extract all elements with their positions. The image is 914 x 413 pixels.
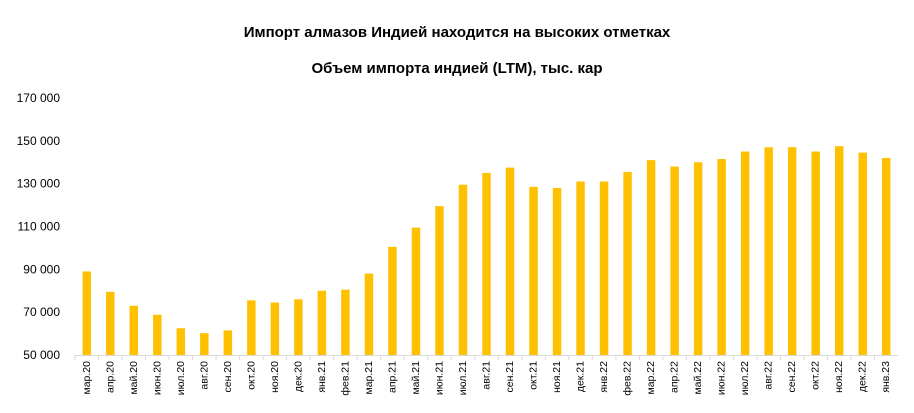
x-tick-label: июл.21	[457, 361, 469, 395]
bar	[411, 227, 421, 355]
bar	[294, 299, 303, 355]
x-tick-label: мар.20	[81, 361, 93, 395]
x-tick-label: мар.22	[645, 361, 657, 395]
bar	[552, 187, 562, 355]
bar	[341, 289, 350, 355]
bar	[576, 181, 585, 355]
chart-title: Импорт алмазов Индией находится на высок…	[243, 24, 671, 41]
bar	[82, 271, 91, 355]
y-tick-label: 70 000	[23, 305, 60, 319]
bar	[317, 290, 327, 355]
bar	[435, 206, 444, 355]
x-tick-label: авг.22	[763, 361, 775, 390]
bar	[599, 181, 609, 355]
bar	[623, 171, 632, 355]
x-tick-label: янв.22	[598, 361, 610, 393]
x-tick-label: мар.21	[363, 361, 375, 395]
x-tick-label: июл.20	[175, 361, 187, 395]
x-tick-label: ноя.21	[551, 361, 563, 393]
bar	[670, 166, 679, 355]
x-tick-label: окт.20	[245, 361, 257, 390]
x-tick-label: ноя.20	[269, 361, 281, 393]
x-tick-label: май.22	[692, 361, 704, 395]
bar	[834, 146, 844, 355]
bar	[505, 167, 515, 355]
x-tick-label: ноя.22	[833, 361, 845, 393]
x-tick-label: июн.22	[716, 361, 728, 395]
bar	[364, 273, 374, 355]
y-tick-label: 90 000	[23, 262, 60, 276]
y-tick-label: 170 000	[17, 91, 61, 105]
chart-subtitle: Объем импорта индией (LTM), тыс. кар	[311, 60, 603, 77]
x-tick-label: дек.20	[292, 361, 304, 392]
bar	[106, 291, 115, 355]
y-axis: 50 000 70 000 90 000 110 000 130 000 150 000 1…	[17, 91, 61, 362]
bar	[247, 300, 256, 355]
bar	[693, 162, 703, 355]
x-tick-label: авг.20	[198, 361, 210, 390]
bar	[811, 151, 820, 355]
x-tick-label: окт.22	[810, 361, 822, 390]
x-tick-label: янв.21	[316, 361, 328, 393]
bar	[764, 147, 773, 355]
y-tick-label: 110 000	[18, 220, 61, 234]
x-tick-label: окт.21	[528, 361, 540, 390]
x-tick-label: сен.20	[222, 361, 234, 393]
x-tick-label: июл.22	[739, 361, 751, 395]
bar	[740, 151, 750, 355]
x-tick-label: июн.21	[433, 361, 445, 395]
x-tick-label: дек.22	[857, 361, 869, 392]
x-tick-label: сен.22	[786, 361, 798, 393]
bar	[153, 314, 162, 355]
x-tick-label: сен.21	[504, 361, 516, 393]
x-tick-label: янв.23	[880, 361, 892, 393]
x-tick-label: фев.21	[339, 361, 351, 396]
bar	[882, 157, 891, 355]
bar	[717, 159, 726, 355]
y-tick-label: 150 000	[17, 134, 61, 148]
x-tick-label: апр.21	[386, 361, 398, 393]
x-tick-label: авг.21	[481, 361, 493, 390]
x-tick-label: апр.20	[104, 361, 116, 393]
bars	[82, 146, 891, 355]
x-axis: мар.20 апр.20 май.20 июн.20 июл.20 авг.20 сен.…	[74, 355, 892, 396]
bar	[858, 152, 867, 355]
x-tick-label: май.20	[128, 361, 140, 395]
bar	[482, 172, 491, 355]
x-tick-label: дек.21	[575, 361, 587, 392]
bar	[129, 305, 139, 355]
bar	[458, 184, 468, 355]
bar	[529, 186, 538, 355]
bar	[223, 330, 233, 355]
x-tick-label: фев.22	[622, 361, 634, 396]
bar	[200, 333, 209, 355]
bar	[787, 147, 797, 355]
bar	[270, 302, 280, 355]
x-tick-label: май.21	[410, 361, 422, 395]
x-tick-label: апр.22	[669, 361, 681, 393]
bar	[646, 160, 656, 355]
bar	[388, 246, 397, 355]
y-tick-label: 130 000	[17, 177, 61, 191]
y-tick-label: 50 000	[23, 348, 60, 362]
bar	[176, 328, 186, 355]
x-tick-label: июн.20	[151, 361, 163, 395]
